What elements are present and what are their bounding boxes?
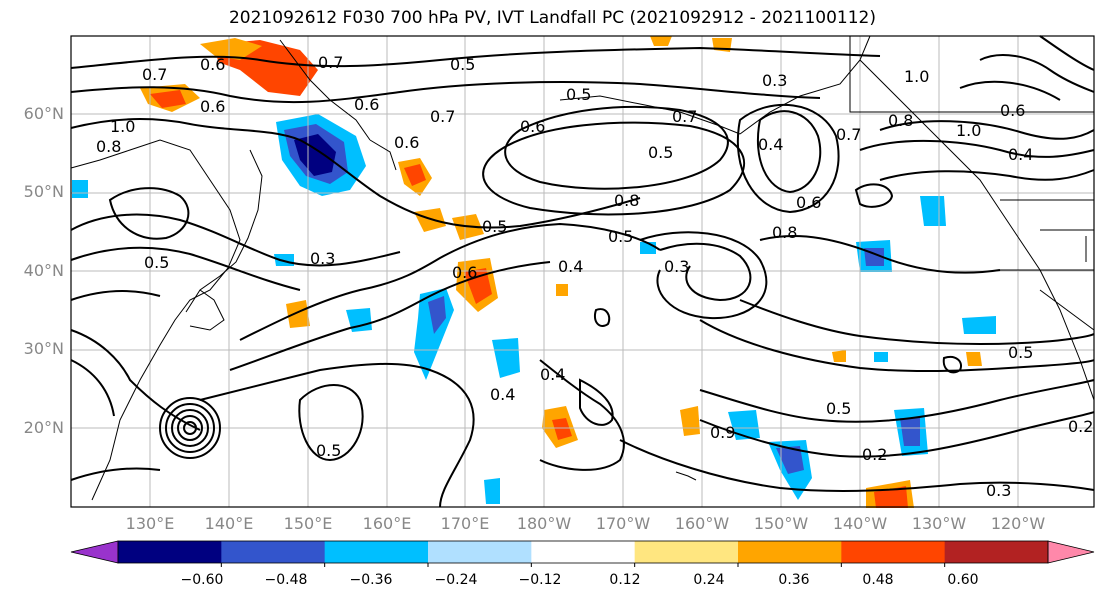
contour-label: 0.7 [836, 125, 861, 144]
contour-labels: 0.6 0.7 0.5 0.7 0.6 0.6 0.8 1.0 0.5 0.6 … [96, 53, 1093, 500]
contour-label: 0.8 [772, 223, 797, 242]
contour-label: 0.8 [614, 191, 639, 210]
lat-label-60n: 60°N [23, 104, 64, 123]
contour-label: 0.4 [540, 365, 565, 384]
lon-label: 160°E [362, 514, 412, 533]
colorbar-tick-label: 0.12 [609, 572, 641, 588]
contour-label: 0.6 [394, 133, 419, 152]
contour-label: 0.4 [558, 257, 583, 276]
lon-label: 160°W [674, 514, 730, 533]
contour-label: 0.5 [482, 217, 507, 236]
contour-label: 1.0 [956, 121, 981, 140]
lon-label: 170°W [595, 514, 651, 533]
contour-label: 0.7 [142, 65, 167, 84]
contour-label: 0.5 [648, 143, 673, 162]
contour-label: 0.7 [672, 107, 697, 126]
contour-label: 0.6 [200, 97, 225, 116]
contour-label: 0.8 [96, 137, 121, 156]
contour-label: 0.4 [758, 135, 783, 154]
contour-label: 0.6 [452, 263, 477, 282]
colorbar-tick-label: −0.60 [180, 572, 224, 588]
contour-label: 0.5 [566, 85, 591, 104]
lat-label-50n: 50°N [23, 182, 64, 201]
typhoon-rings [159, 397, 221, 459]
contour-label: 0.3 [762, 71, 787, 90]
contour-label: 0.7 [318, 53, 343, 72]
colorbar-tick-label: −0.36 [349, 572, 393, 588]
colorbar-tick-label: 0.24 [693, 572, 725, 588]
colorbar-tick-label: 0.48 [862, 572, 894, 588]
lat-label-30n: 30°N [23, 339, 64, 358]
colorbar-tick-label: 0.60 [947, 572, 979, 588]
lat-label-20n: 20°N [23, 418, 64, 437]
lon-label: 120°W [990, 514, 1046, 533]
contour-label: 0.5 [316, 441, 341, 460]
contour-label: 1.0 [110, 117, 135, 136]
lon-label: 150°E [283, 514, 333, 533]
contour-label: 0.9 [710, 423, 735, 442]
contour-label: 0.7 [430, 107, 455, 126]
ivt-contours [70, 35, 1095, 508]
contour-label: 0.3 [310, 249, 335, 268]
lon-label: 130°E [125, 514, 175, 533]
contour-label: 0.5 [1008, 343, 1033, 362]
contour-label: 0.4 [490, 385, 515, 404]
lon-label: 170°E [440, 514, 490, 533]
contour-label: 0.6 [1000, 101, 1025, 120]
lon-label: 180°W [516, 514, 572, 533]
contour-label: 0.5 [144, 253, 169, 272]
contour-label: 0.2 [862, 445, 887, 464]
contour-label: 0.6 [520, 117, 545, 136]
contour-label: 1.0 [904, 67, 929, 86]
contour-label: 0.5 [608, 227, 633, 246]
lon-label: 140°E [204, 514, 254, 533]
contour-label: 0.6 [796, 193, 821, 212]
contour-label: 0.6 [354, 95, 379, 114]
contour-label: 0.2 [1068, 417, 1093, 436]
contour-label: 0.3 [986, 481, 1011, 500]
contour-label: 0.3 [664, 257, 689, 276]
contour-label: 0.8 [888, 111, 913, 130]
colorbar-tick-label: 0.36 [778, 572, 810, 588]
contour-label: 0.6 [200, 55, 225, 74]
map-title: 2021092612 F030 700 hPa PV, IVT Landfall… [228, 8, 876, 28]
lon-label: 140°W [832, 514, 888, 533]
colorbar-tick-label: −0.24 [434, 572, 478, 588]
lon-label: 130°W [911, 514, 967, 533]
contour-label: 0.5 [450, 55, 475, 74]
lon-label: 150°W [753, 514, 809, 533]
contour-label: 0.4 [1008, 145, 1033, 164]
map-frame [70, 35, 1095, 508]
colorbar-tick-label: −0.48 [264, 572, 308, 588]
contour-label: 0.5 [826, 399, 851, 418]
lat-label-40n: 40°N [23, 261, 64, 280]
colorbar-tick-label: −0.12 [518, 572, 562, 588]
